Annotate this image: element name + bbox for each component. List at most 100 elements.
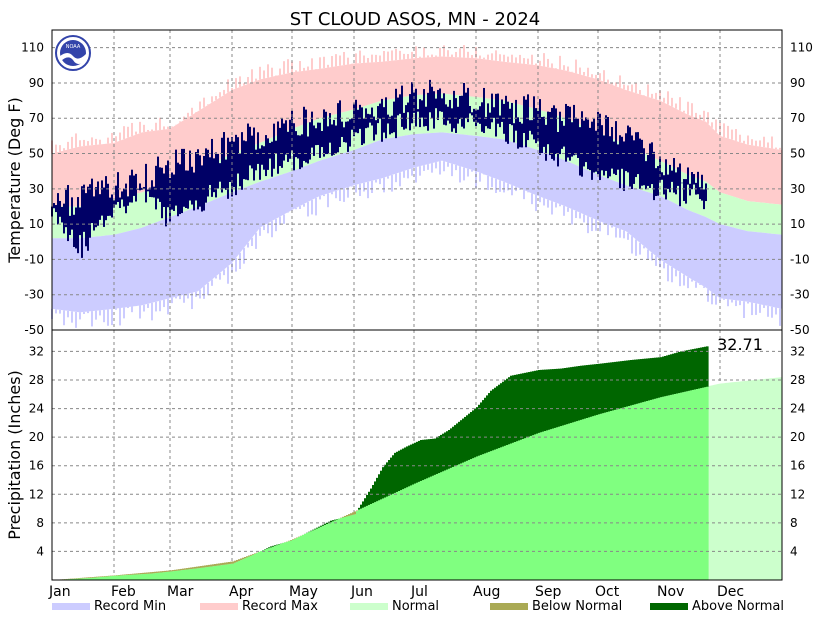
normal-precip-bar bbox=[92, 577, 95, 580]
normal-precip-bar bbox=[270, 547, 273, 580]
normal-precip-bar bbox=[76, 578, 79, 580]
above-normal-bar bbox=[532, 371, 535, 436]
above-normal-bar bbox=[552, 369, 555, 429]
above-normal-bar bbox=[424, 439, 427, 480]
normal-precip-bar bbox=[212, 566, 215, 580]
normal-precip-bar bbox=[606, 412, 609, 580]
normal-precip-bar bbox=[150, 573, 153, 580]
normal-precip-bar bbox=[434, 474, 437, 580]
below-normal-bar bbox=[176, 569, 179, 571]
above-normal-bar bbox=[594, 364, 597, 416]
normal-precip-bar bbox=[562, 425, 565, 580]
below-normal-bar bbox=[188, 567, 191, 570]
above-normal-bar bbox=[268, 547, 271, 549]
normal-precip-bar bbox=[286, 541, 289, 580]
legend-swatch bbox=[650, 603, 688, 610]
below-normal-bar bbox=[164, 570, 167, 573]
below-normal-bar bbox=[354, 511, 357, 515]
below-normal-bar bbox=[184, 568, 187, 570]
precipitation-frame bbox=[51, 329, 783, 581]
below-normal-bar bbox=[128, 574, 131, 575]
normal-precip-bar bbox=[136, 574, 139, 580]
normal-precip-bar bbox=[236, 561, 239, 580]
above-normal-bar bbox=[464, 416, 467, 462]
normal-precip-bar bbox=[174, 570, 177, 580]
above-normal-bar bbox=[372, 485, 375, 504]
below-normal-bar bbox=[156, 571, 159, 573]
legend-swatch bbox=[52, 603, 90, 610]
below-normal-bar bbox=[230, 561, 233, 564]
normal-precip-bar bbox=[350, 515, 353, 580]
normal-precip-bar bbox=[188, 569, 191, 580]
below-normal-bar bbox=[172, 570, 175, 572]
normal-precip-bar bbox=[354, 514, 357, 580]
above-normal-bar bbox=[674, 353, 677, 394]
below-normal-bar bbox=[96, 576, 99, 578]
normal-precip-bar bbox=[486, 452, 489, 580]
normal-precip-bar bbox=[634, 404, 637, 580]
temperature-tick-right: 10 bbox=[790, 217, 805, 231]
normal-precip-bar bbox=[104, 576, 107, 580]
normal-precip-bar bbox=[196, 568, 199, 580]
above-normal-bar bbox=[534, 370, 537, 435]
above-normal-bar bbox=[622, 360, 625, 408]
normal-precip-bar bbox=[678, 393, 681, 580]
above-normal-bar bbox=[382, 467, 385, 499]
above-normal-bar bbox=[488, 393, 491, 452]
below-normal-bar bbox=[104, 576, 107, 577]
above-normal-bar bbox=[384, 464, 387, 498]
above-normal-bar bbox=[580, 365, 583, 420]
above-normal-bar bbox=[610, 362, 613, 411]
normal-precip-bar bbox=[598, 414, 601, 580]
normal-precip-bar bbox=[548, 429, 551, 580]
below-normal-bar bbox=[148, 572, 151, 574]
above-normal-bar bbox=[528, 372, 531, 437]
normal-precip-bar bbox=[332, 521, 335, 580]
precipitation-tick-right: 28 bbox=[790, 373, 805, 387]
normal-precip-bar bbox=[588, 417, 591, 580]
normal-precip-bar bbox=[346, 516, 349, 580]
normal-precip-bar bbox=[610, 410, 613, 580]
temperature-tick-left: 50 bbox=[29, 147, 44, 161]
normal-precip-bar bbox=[514, 441, 517, 580]
above-normal-bar bbox=[438, 436, 441, 474]
normal-precip-bar bbox=[314, 529, 317, 580]
normal-precip-bar bbox=[500, 447, 503, 580]
normal-precip-bar bbox=[422, 480, 425, 580]
normal-precip-bar bbox=[362, 507, 365, 580]
precipitation-tick-right: 8 bbox=[790, 516, 798, 530]
legend-swatch bbox=[490, 603, 528, 610]
above-normal-bar bbox=[414, 442, 417, 484]
normal-precip-bar bbox=[566, 424, 569, 580]
below-normal-bar bbox=[80, 577, 83, 579]
normal-precip-bar bbox=[156, 572, 159, 580]
normal-precip-bar bbox=[316, 528, 319, 580]
normal-precip-bar bbox=[668, 395, 671, 580]
above-normal-bar bbox=[468, 413, 471, 460]
above-normal-bar bbox=[444, 432, 447, 471]
normal-precip-bar bbox=[430, 476, 433, 580]
below-normal-bar bbox=[242, 557, 245, 560]
normal-precip-bar bbox=[540, 432, 543, 580]
normal-precip-bar bbox=[448, 468, 451, 580]
normal-precip-bar bbox=[688, 390, 691, 580]
normal-precip-bar bbox=[296, 537, 299, 580]
above-normal-bar bbox=[554, 368, 557, 428]
below-normal-bar bbox=[126, 574, 129, 575]
above-normal-bar bbox=[398, 450, 401, 491]
normal-precip-bar bbox=[620, 408, 623, 580]
normal-precip-bar bbox=[676, 393, 679, 580]
temperature-tick-right: 50 bbox=[790, 147, 805, 161]
temperature-tick-left: 30 bbox=[29, 182, 44, 196]
normal-precip-bar bbox=[594, 415, 597, 580]
above-normal-bar bbox=[368, 491, 371, 505]
below-normal-bar bbox=[182, 568, 185, 570]
normal-precip-bar bbox=[648, 400, 651, 580]
normal-precip-bar bbox=[538, 432, 541, 580]
above-normal-bar bbox=[572, 366, 575, 423]
normal-precip-bar bbox=[490, 451, 493, 580]
above-normal-bar bbox=[460, 420, 463, 464]
temperature-axis-title: Temperature (Deg F) bbox=[5, 97, 24, 264]
above-normal-bar bbox=[588, 364, 591, 418]
normal-precip-bar bbox=[206, 567, 209, 580]
